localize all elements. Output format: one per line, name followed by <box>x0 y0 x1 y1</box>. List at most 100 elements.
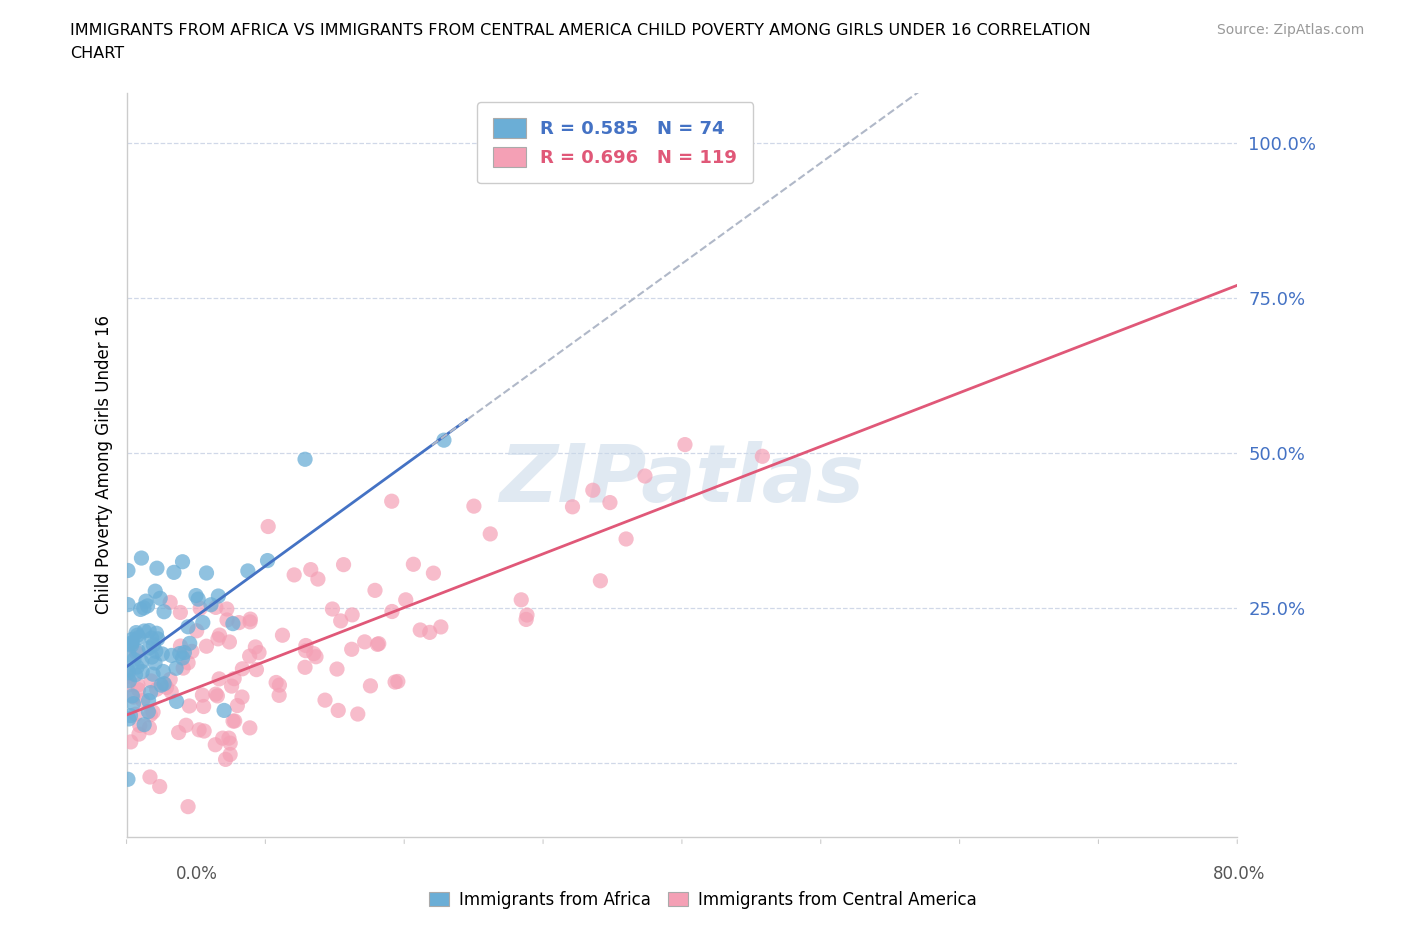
Point <box>122 690 145 705</box>
Point <box>211 731 233 746</box>
Point <box>146 561 169 576</box>
Point <box>218 634 240 649</box>
Point <box>139 685 162 700</box>
Point <box>117 665 139 680</box>
Point <box>118 673 141 688</box>
Point <box>245 662 267 677</box>
Point <box>146 631 169 646</box>
Point <box>193 724 215 738</box>
Point <box>135 593 157 608</box>
Point <box>221 679 243 694</box>
Point <box>326 661 349 676</box>
Point <box>359 678 381 693</box>
Point <box>294 660 316 675</box>
Text: CHART: CHART <box>70 46 124 61</box>
Point <box>589 574 612 589</box>
Point <box>120 735 142 750</box>
Point <box>226 698 249 713</box>
Legend: R = 0.585   N = 74, R = 0.696   N = 119: R = 0.585 N = 74, R = 0.696 N = 119 <box>477 102 754 183</box>
Point <box>122 697 145 711</box>
Point <box>332 557 354 572</box>
Point <box>127 659 149 674</box>
Point <box>256 553 278 568</box>
Point <box>340 642 363 657</box>
Point <box>121 688 143 703</box>
Point <box>177 799 200 814</box>
Point <box>172 554 194 569</box>
Point <box>138 721 160 736</box>
Point <box>169 605 191 620</box>
Point <box>340 607 363 622</box>
Point <box>160 648 183 663</box>
Point <box>215 602 238 617</box>
Point <box>463 498 485 513</box>
Point <box>131 664 153 679</box>
Point <box>366 637 388 652</box>
Point <box>139 673 162 688</box>
Point <box>149 591 172 605</box>
Legend: Immigrants from Africa, Immigrants from Central America: Immigrants from Africa, Immigrants from … <box>420 883 986 917</box>
Point <box>128 718 150 733</box>
Point <box>239 615 262 630</box>
Point <box>118 711 141 726</box>
Point <box>247 645 270 660</box>
Y-axis label: Child Poverty Among Girls Under 16: Child Poverty Among Girls Under 16 <box>94 315 112 615</box>
Point <box>294 452 316 467</box>
Point <box>129 602 152 617</box>
Point <box>128 683 150 698</box>
Point <box>384 674 406 689</box>
Point <box>239 612 262 627</box>
Point <box>236 564 259 578</box>
Text: Source: ZipAtlas.com: Source: ZipAtlas.com <box>1216 23 1364 37</box>
Point <box>419 625 441 640</box>
Point <box>224 671 246 686</box>
Point <box>122 652 145 667</box>
Point <box>143 584 166 599</box>
Point <box>207 631 229 646</box>
Point <box>186 623 208 638</box>
Point <box>402 557 425 572</box>
Text: 0.0%: 0.0% <box>176 865 218 883</box>
Point <box>134 623 156 638</box>
Point <box>673 437 696 452</box>
Point <box>305 649 328 664</box>
Point <box>124 707 146 722</box>
Point <box>141 650 163 665</box>
Point <box>150 678 173 693</box>
Point <box>321 602 343 617</box>
Point <box>159 672 181 687</box>
Point <box>231 661 253 676</box>
Point <box>121 635 143 650</box>
Point <box>188 723 211 737</box>
Point <box>136 598 159 613</box>
Point <box>138 693 160 708</box>
Point <box>561 499 583 514</box>
Point <box>125 644 148 659</box>
Point <box>177 619 200 634</box>
Point <box>271 628 294 643</box>
Point <box>153 676 176 691</box>
Point <box>127 644 149 658</box>
Point <box>195 565 218 580</box>
Point <box>172 650 194 665</box>
Point <box>117 597 139 612</box>
Point <box>138 641 160 656</box>
Point <box>172 660 194 675</box>
Point <box>142 705 165 720</box>
Point <box>222 617 245 631</box>
Point <box>367 636 389 651</box>
Point <box>191 687 214 702</box>
Point <box>141 631 163 645</box>
Point <box>204 737 226 752</box>
Point <box>125 625 148 640</box>
Point <box>117 662 139 677</box>
Point <box>364 583 387 598</box>
Point <box>177 656 200 671</box>
Point <box>200 597 222 612</box>
Point <box>145 626 167 641</box>
Point <box>409 622 432 637</box>
Point <box>515 612 537 627</box>
Point <box>121 632 143 647</box>
Point <box>314 693 336 708</box>
Point <box>128 631 150 645</box>
